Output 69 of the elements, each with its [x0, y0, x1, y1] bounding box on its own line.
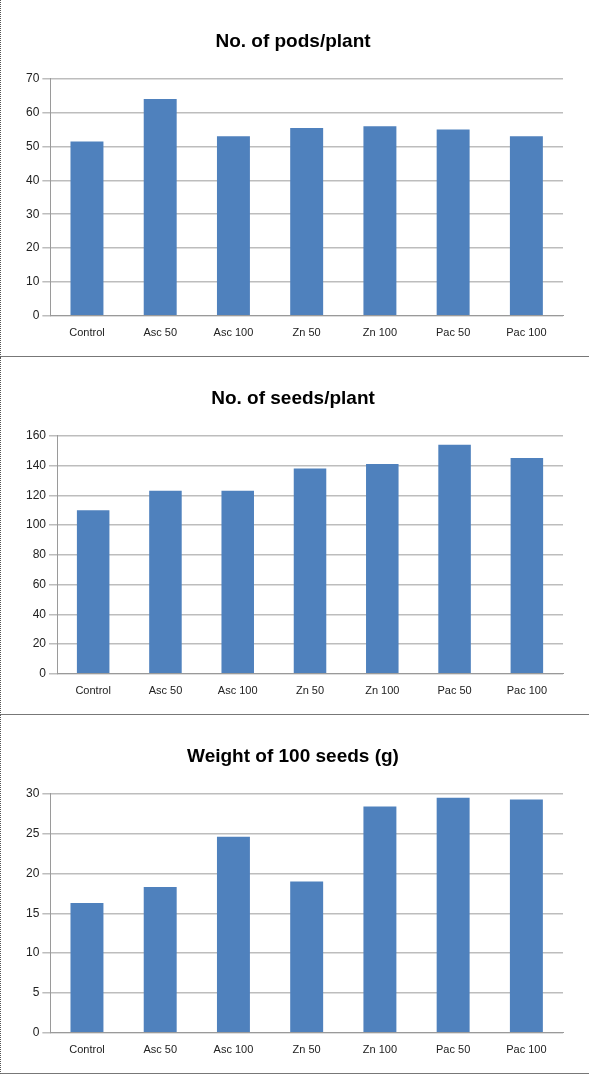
y-tick-label: 140 — [25, 457, 47, 472]
y-tick-label: 50 — [25, 138, 40, 153]
bar — [70, 902, 104, 1033]
x-tick-label: Pac 100 — [506, 684, 548, 697]
y-tick-label: 100 — [25, 517, 47, 532]
bar — [149, 490, 182, 674]
chart-title: Weight of 100 seeds (g) — [187, 744, 399, 766]
bar — [363, 806, 397, 1033]
y-tick-label: 5 — [32, 985, 40, 1000]
x-tick-label: Zn 50 — [292, 326, 321, 339]
x-tick-label: Zn 50 — [292, 1043, 321, 1056]
y-tick-label: 0 — [32, 1025, 40, 1040]
x-tick-label: Pac 50 — [437, 684, 472, 697]
x-tick-label: Asc 100 — [213, 1043, 254, 1056]
y-tick-label: 10 — [25, 945, 40, 960]
bar — [293, 468, 327, 674]
bar — [290, 127, 324, 316]
y-tick-label: 30 — [25, 206, 40, 221]
y-tick-label: 20 — [25, 240, 40, 255]
y-tick-label: 20 — [32, 636, 47, 651]
x-tick-label: Pac 100 — [506, 1043, 547, 1056]
y-tick-label: 20 — [25, 865, 40, 880]
y-tick-label: 40 — [32, 606, 47, 621]
y-tick-label: 0 — [32, 308, 40, 323]
bar — [509, 799, 543, 1033]
bar — [436, 797, 470, 1033]
x-tick-label: Zn 100 — [362, 1043, 398, 1056]
y-tick-label: 10 — [25, 274, 40, 289]
x-tick-label: Asc 50 — [143, 1043, 178, 1056]
y-tick-label: 0 — [39, 666, 47, 681]
bar — [366, 464, 399, 674]
x-tick-label: Zn 50 — [295, 684, 325, 697]
bar — [290, 881, 324, 1033]
bar — [76, 510, 110, 674]
bar — [70, 141, 104, 316]
y-tick-label: 70 — [25, 71, 40, 86]
bar — [436, 129, 470, 316]
y-tick-label: 40 — [25, 172, 40, 187]
y-tick-label: 160 — [25, 428, 47, 443]
x-tick-label: Asc 50 — [143, 326, 178, 339]
x-tick-label: Asc 100 — [217, 684, 258, 697]
x-tick-label: Control — [69, 326, 105, 339]
y-tick-label: 30 — [25, 786, 40, 801]
chart-title: No. of pods/plant — [215, 29, 372, 51]
y-tick-label: 60 — [25, 104, 40, 119]
chart-title: No. of seeds/plant — [211, 386, 376, 408]
bar — [216, 136, 250, 316]
bar — [143, 887, 177, 1033]
x-tick-label: Zn 100 — [365, 684, 400, 697]
x-tick-label: Pac 100 — [506, 326, 547, 339]
y-tick-label: 80 — [32, 547, 47, 562]
x-tick-label: Zn 100 — [362, 326, 398, 339]
x-tick-label: Control — [69, 1043, 105, 1056]
x-tick-label: Control — [75, 684, 111, 697]
y-tick-label: 15 — [25, 905, 40, 920]
bar — [143, 99, 177, 316]
bar — [438, 444, 471, 674]
bar — [216, 836, 250, 1033]
y-tick-label: 25 — [25, 825, 40, 840]
y-tick-label: 120 — [25, 487, 47, 502]
x-tick-label: Asc 100 — [213, 326, 254, 339]
y-tick-label: 60 — [32, 576, 47, 591]
x-tick-label: Pac 50 — [436, 1043, 471, 1056]
bar — [510, 458, 544, 674]
bar — [363, 126, 397, 316]
x-tick-label: Pac 50 — [436, 326, 471, 339]
bar — [509, 136, 543, 316]
bar — [221, 490, 254, 674]
x-tick-label: Asc 50 — [148, 684, 183, 697]
